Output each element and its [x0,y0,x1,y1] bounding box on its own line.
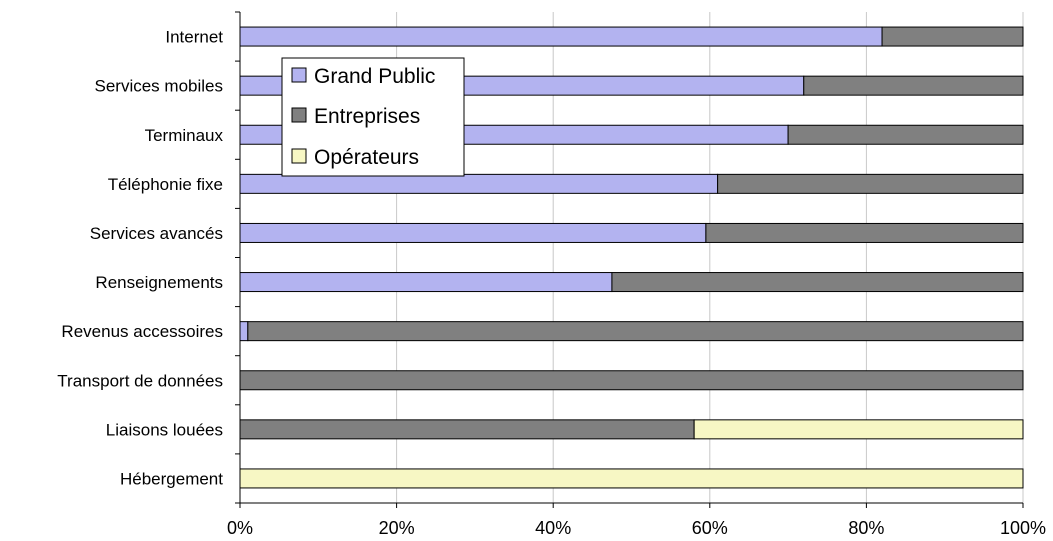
category-label-telephonie-fixe: Téléphonie fixe [108,175,223,194]
bar-hebergement-operateurs [239,468,1024,489]
bar-renseignements-grand-public [239,272,613,293]
bar-telephonie-fixe-grand-public [239,173,719,194]
category-label-services-mobiles: Services mobiles [95,77,224,96]
bar-services-mobiles-entreprises [803,75,1024,96]
bar-services-avances-grand-public [239,222,707,243]
legend-swatch-operateurs [291,148,307,164]
x-tick-label: 100% [1000,518,1046,538]
category-label-services-avances: Services avancés [90,224,223,243]
legend-box [281,57,465,177]
category-label-transport-de-donnees: Transport de données [57,371,223,390]
bar-internet-grand-public [239,26,883,47]
x-tick-label: 60% [692,518,728,538]
legend: Grand Public Entreprises Opérateurs [281,57,465,177]
legend-label-operateurs: Opérateurs [314,146,419,169]
legend-label-entreprises: Entreprises [314,105,420,128]
bar-liaisons-louees-entreprises [239,419,695,440]
category-label-hebergement: Hébergement [120,469,223,488]
bar-services-avances-entreprises [705,222,1024,243]
x-tick-label: 0% [227,518,253,538]
bar-internet-entreprises [881,26,1024,47]
legend-swatch-grand-public [291,67,307,83]
legend-item-grand-public: Grand Public [291,65,435,88]
axes [235,11,1024,508]
x-tick-labels: 0% 20% 40% 60% 80% 100% [227,518,1046,538]
bar-revenus-accessoires-entreprises [247,321,1024,342]
x-tick-label: 80% [848,518,884,538]
legend-item-entreprises: Entreprises [291,105,420,128]
category-label-liaisons-louees: Liaisons louées [106,420,223,439]
category-label-revenus-accessoires: Revenus accessoires [61,322,223,341]
category-label-renseignements: Renseignements [95,273,223,292]
category-label-internet: Internet [165,28,223,47]
bar-liaisons-louees-operateurs [693,419,1024,440]
category-labels: Internet Services mobiles Terminaux Télépho… [57,28,223,489]
bar-telephonie-fixe-entreprises [717,173,1024,194]
bar-transport-de-donnees-entreprises [239,370,1024,391]
legend-label-grand-public: Grand Public [314,65,435,88]
x-tick-label: 40% [535,518,571,538]
category-label-terminaux: Terminaux [145,126,224,145]
legend-item-operateurs: Opérateurs [291,146,419,169]
x-tick-label: 20% [379,518,415,538]
bar-revenus-accessoires-grand-public [239,321,249,342]
bar-renseignements-entreprises [611,272,1024,293]
legend-swatch-entreprises [291,107,307,123]
bar-terminaux-entreprises [787,124,1024,145]
